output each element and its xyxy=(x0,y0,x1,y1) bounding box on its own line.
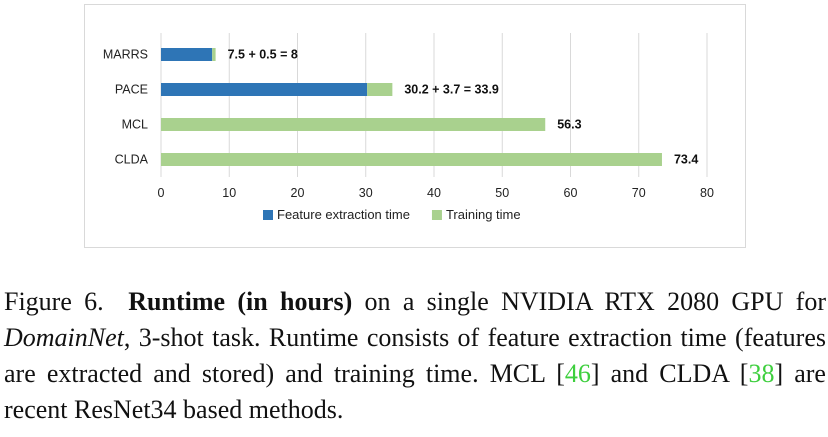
bar-pace-series-1 xyxy=(367,83,393,96)
x-tick-label-0: 0 xyxy=(158,186,165,200)
x-tick-label-10: 10 xyxy=(222,186,236,200)
caption-text-2: , 3-shot task. Runtime consists of featu… xyxy=(4,323,826,388)
caption-italic-text: DomainNet xyxy=(4,323,124,352)
legend-label-1: Training time xyxy=(446,207,521,222)
bar-marrs-series-0 xyxy=(161,48,213,61)
x-tick-label-70: 70 xyxy=(632,186,646,200)
data-label-pace: 30.2 + 3.7 = 33.9 xyxy=(404,83,499,97)
x-tick-label-50: 50 xyxy=(495,186,509,200)
bar-pace-series-0 xyxy=(161,83,368,96)
caption-text-3: and CLDA xyxy=(610,359,729,388)
caption-bold-text: Runtime (in hours) xyxy=(128,287,353,316)
runtime-bar-chart: 0 10 20 30 40 50 60 70 80 MARRS 7.5 + 0.5 = 8 PACE 3… xyxy=(103,33,714,222)
figure-caption: Figure 6. Runtime (in hours) on a single… xyxy=(4,287,827,424)
caption-ref-46[interactable]: 46 xyxy=(564,359,591,388)
bar-marrs-series-1 xyxy=(212,48,216,61)
category-label-mcl: MCL xyxy=(122,118,148,132)
chart-figure: 0 10 20 30 40 50 60 70 80 MARRS 7.5 + 0.5 = 8 PACE 3… xyxy=(84,4,746,248)
caption-figure-label: Figure 6. xyxy=(4,287,104,316)
x-tick-label-80: 80 xyxy=(700,186,714,200)
bar-clda-series-1 xyxy=(161,153,662,166)
data-label-clda: 73.4 xyxy=(674,153,698,167)
caption-ref-38[interactable]: 38 xyxy=(748,359,775,388)
x-tick-label-40: 40 xyxy=(427,186,441,200)
caption-text-4: are recent ResNet34 based methods. xyxy=(4,359,826,424)
x-tick-label-30: 30 xyxy=(359,186,373,200)
category-label-clda: CLDA xyxy=(115,153,149,167)
data-label-marrs: 7.5 + 0.5 = 8 xyxy=(228,48,298,62)
caption-text-1: on a single NVIDIA RTX 2080 GPU for xyxy=(364,287,827,316)
x-tick-label-60: 60 xyxy=(564,186,578,200)
bar-mcl-series-1 xyxy=(161,118,546,131)
legend-label-0: Feature extraction time xyxy=(277,207,410,222)
category-label-pace: PACE xyxy=(115,83,148,97)
legend-swatch-0 xyxy=(263,210,273,220)
x-tick-label-20: 20 xyxy=(291,186,305,200)
category-label-marrs: MARRS xyxy=(103,48,148,62)
data-label-mcl: 56.3 xyxy=(557,118,581,132)
legend-swatch-1 xyxy=(431,210,442,220)
